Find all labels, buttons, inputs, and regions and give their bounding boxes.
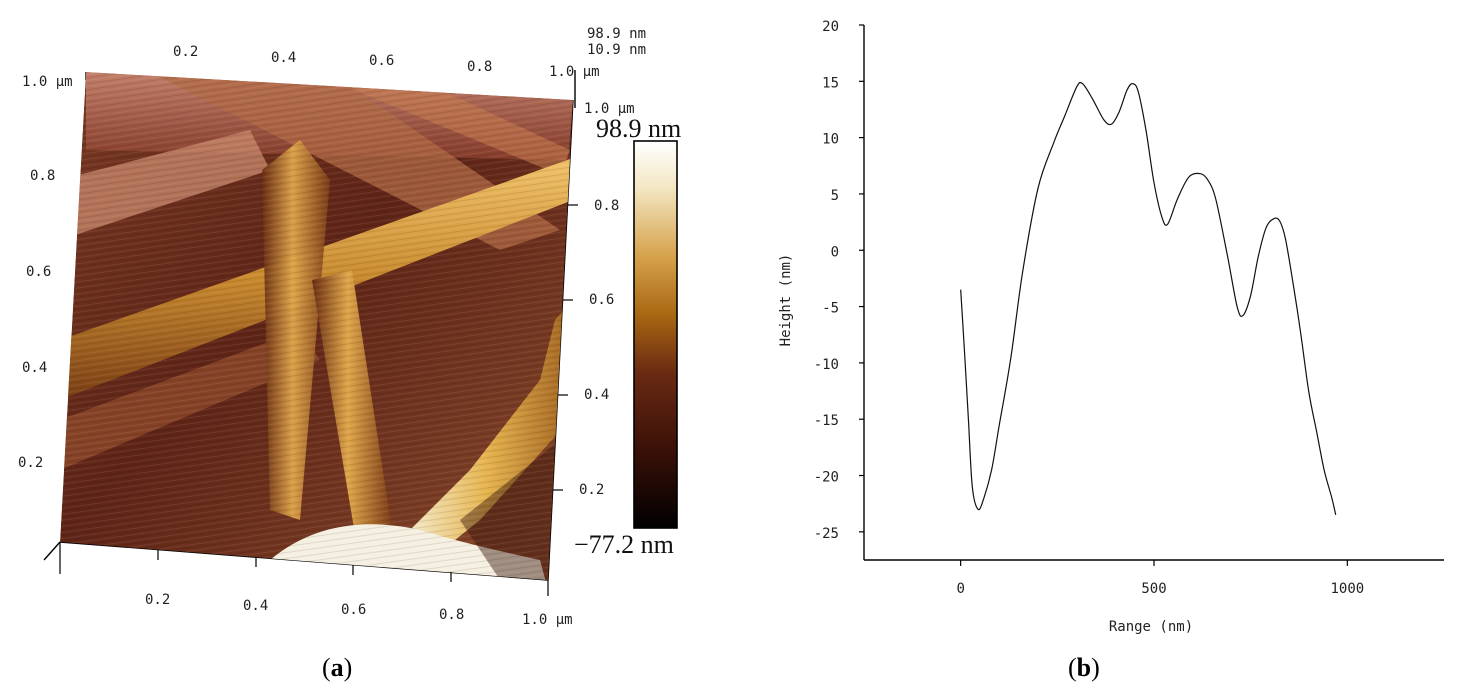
left-tick-label: 0.4 (22, 360, 47, 376)
top-tick-label: 0.2 (173, 44, 198, 60)
y-tick-label: 10 (822, 132, 839, 148)
right-tick-label: 0.8 (594, 198, 619, 214)
y-tick-label: -5 (822, 301, 839, 317)
colorbar-min-label: −77.2 nm (574, 530, 674, 559)
afm-colorbar (633, 140, 678, 529)
afm-front-edge (43, 541, 61, 561)
bottom-tick-label: 0.6 (341, 602, 366, 618)
panel-b-caption: (b) (1068, 653, 1100, 682)
panel-a-letter: a (331, 653, 344, 682)
x-axis-label: Range (nm) (1109, 619, 1193, 635)
y-tick-label: 15 (822, 75, 839, 91)
z-bottom-label: 10.9 nm (587, 42, 646, 58)
right-axis-top-label: 1.0 μm (584, 101, 635, 117)
y-tick-label: 0 (831, 244, 839, 260)
y-tick-label: 5 (831, 188, 839, 204)
right-tick-label: 0.6 (589, 292, 614, 308)
afm-panel: 98.9 nm −77.2 nm 98.9 nm 10.9 nm 0.2 0.4… (18, 26, 681, 682)
height-profile-line (960, 81, 1337, 516)
height-profile-chart: -25 -20 -15 -10 -5 0 5 10 15 20 0 500 1000 Range (n… (778, 19, 1444, 682)
bottom-axis-end-label: 1.0 μm (522, 612, 573, 628)
bottom-tick-label: 0.4 (243, 598, 268, 614)
y-tick-label: -20 (814, 470, 839, 486)
top-tick-label: 0.8 (467, 59, 492, 75)
left-tick-label: 0.2 (18, 455, 43, 471)
z-top-label: 98.9 nm (587, 26, 646, 42)
right-tick-label: 0.2 (579, 482, 604, 498)
x-tick-label: 1000 (1330, 581, 1364, 597)
bottom-tick-label: 0.2 (145, 592, 170, 608)
left-tick-label: 0.8 (30, 168, 55, 184)
panel-a-caption: (a) (322, 653, 352, 682)
x-tick-label: 0 (956, 581, 964, 597)
y-axis-label: Height (nm) (778, 254, 794, 347)
x-ticks: 0 500 1000 (956, 560, 1364, 597)
x-tick-label: 500 (1141, 581, 1166, 597)
y-tick-label: -15 (814, 413, 839, 429)
left-tick-label: 0.6 (26, 264, 51, 280)
top-axis-end-label: 1.0 μm (549, 64, 600, 80)
y-tick-label: -10 (814, 357, 839, 373)
bottom-tick-label: 0.8 (439, 607, 464, 623)
y-ticks: -25 -20 -15 -10 -5 0 5 10 15 20 (814, 19, 864, 542)
afm-surface (60, 72, 573, 580)
panel-b-letter: b (1077, 653, 1091, 682)
top-tick-label: 0.6 (369, 53, 394, 69)
right-tick-label: 0.4 (584, 387, 609, 403)
colorbar-max-label: 98.9 nm (596, 114, 681, 143)
y-tick-label: -25 (814, 526, 839, 542)
y-tick-label: 20 (822, 19, 839, 35)
top-tick-label: 0.4 (271, 50, 296, 66)
left-axis-label: 1.0 μm (22, 74, 73, 90)
